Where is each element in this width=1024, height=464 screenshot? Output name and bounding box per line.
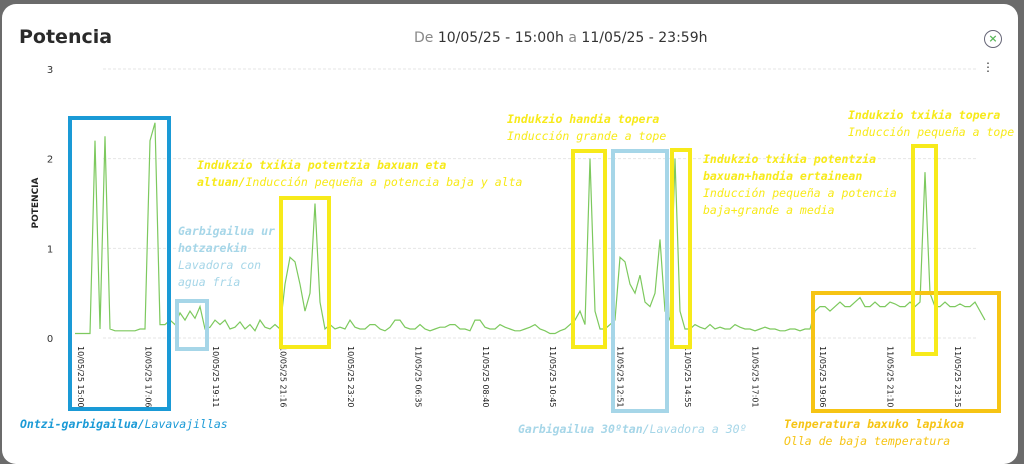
annotation-small-max: Indukzio txikia topera Inducción pequeña… bbox=[848, 107, 1014, 141]
annotation-es: Inducción pequeña a potencia baja y alta bbox=[245, 175, 523, 189]
x-tick-label: 10/05/25 23:20 bbox=[346, 346, 355, 408]
annotation-es: Lavadora con bbox=[178, 258, 262, 272]
annotation-es: Lavadora a 30º bbox=[649, 422, 747, 436]
annotation-eu: Ontzi-garbigailua/ bbox=[20, 417, 145, 431]
annotation-slow-cooker: Tenperatura baxuko lapikoa Olla de baja … bbox=[784, 416, 964, 450]
page-title: Potencia bbox=[19, 26, 113, 48]
annotation-cold-wash: Garbigailua ur hotzarekin Lavadora con a… bbox=[178, 223, 275, 291]
series-line bbox=[75, 122, 986, 335]
x-tick-label: 11/05/25 14:55 bbox=[683, 346, 692, 408]
annotation-eu: Garbigailua ur bbox=[178, 224, 275, 238]
date-range: De 10/05/25 - 15:00h a 11/05/25 - 23:59h bbox=[414, 30, 707, 46]
annotation-eu: hotzarekin bbox=[178, 241, 248, 255]
x-tick-label: 11/05/25 21:10 bbox=[886, 346, 895, 408]
annotation-eu: Garbigailua 30ºtan/ bbox=[518, 422, 650, 436]
annotation-wash30: Garbigailua 30ºtan/Lavadora a 30º bbox=[518, 421, 747, 438]
x-tick-label: 11/05/25 08:40 bbox=[481, 346, 490, 408]
y-tick-label: 3 bbox=[47, 65, 53, 76]
annotation-eu: Indukzio handia topera bbox=[507, 112, 660, 126]
y-tick-label: 1 bbox=[47, 244, 53, 255]
range-from-label: De bbox=[414, 30, 434, 46]
annotation-small-low-big-mid: Indukzio txikia potentzia baxuan+handia … bbox=[703, 151, 897, 219]
annotation-es: Olla de baja temperatura bbox=[784, 434, 951, 448]
annotation-box-small-max bbox=[911, 144, 938, 356]
x-tick-label: 11/05/25 10:45 bbox=[548, 346, 557, 408]
annotation-box-dishwasher bbox=[68, 116, 171, 411]
annotation-eu: Tenperatura baxuko lapikoa bbox=[784, 417, 965, 431]
x-tick-label: 10/05/25 21:16 bbox=[278, 346, 287, 408]
x-tick-label: 11/05/25 19:06 bbox=[818, 346, 827, 408]
annotation-eu: Indukzio txikia potentzia baxuan eta bbox=[197, 158, 447, 172]
x-tick-label: 10/05/25 15:00 bbox=[76, 346, 85, 408]
annotation-eu: altuan/ bbox=[197, 175, 246, 189]
range-to-label: a bbox=[568, 30, 577, 46]
annotation-es: agua fría bbox=[178, 275, 241, 289]
annotation-box-small-low-big-mid bbox=[670, 148, 692, 349]
annotation-dishwasher: Ontzi-garbigailua/Lavavajillas bbox=[20, 416, 228, 433]
annotation-es: Inducción grande a tope bbox=[507, 129, 667, 143]
annotation-eu: Indukzio txikia potentzia bbox=[703, 152, 877, 166]
range-from: 10/05/25 - 15:00h bbox=[437, 30, 564, 46]
x-tick-label: 11/05/25 12:51 bbox=[616, 346, 625, 408]
annotation-big-max: Indukzio handia topera Inducción grande … bbox=[507, 111, 666, 145]
y-tick-label: 2 bbox=[47, 155, 53, 166]
x-tick-label: 11/05/25 06:35 bbox=[413, 346, 422, 408]
annotation-es: Inducción pequeña a potencia bbox=[703, 186, 897, 200]
x-tick-label: 11/05/25 17:01 bbox=[751, 346, 760, 408]
annotation-box-big-max bbox=[571, 149, 607, 349]
annotation-eu: baxuan+handia ertainean bbox=[703, 169, 863, 183]
annotation-small-low-high: Indukzio txikia potentzia baxuan eta alt… bbox=[197, 157, 522, 191]
y-axis-label: POTENCIA bbox=[31, 177, 41, 228]
power-chart: 0 1 2 3 POTENCIA 10/05/25 15:00 10/05/25 17:06… bbox=[31, 65, 986, 408]
y-tick-label: 0 bbox=[47, 334, 53, 345]
x-tick-label: 10/05/25 17:06 bbox=[143, 346, 152, 408]
x-tick-label: 11/05/25 23:15 bbox=[953, 346, 962, 408]
annotation-es: Lavavajillas bbox=[144, 417, 228, 431]
annotation-box-wash30 bbox=[611, 149, 669, 413]
annotation-eu: Indukzio txikia topera bbox=[848, 108, 1001, 122]
kebab-menu-icon[interactable]: ⋮ bbox=[982, 60, 994, 74]
x-tick-label: 10/05/25 19:11 bbox=[211, 346, 220, 408]
range-to: 11/05/25 - 23:59h bbox=[581, 30, 708, 46]
annotation-es: Inducción pequeña a tope bbox=[848, 125, 1015, 139]
annotation-box-slow-cooker bbox=[811, 291, 1001, 413]
annotation-box-small-low-high bbox=[279, 196, 331, 349]
annotation-box-cold-wash bbox=[175, 299, 209, 351]
chart-card bbox=[2, 4, 1018, 464]
close-icon[interactable]: × bbox=[984, 30, 1002, 48]
annotation-es: baja+grande a media bbox=[703, 203, 835, 217]
